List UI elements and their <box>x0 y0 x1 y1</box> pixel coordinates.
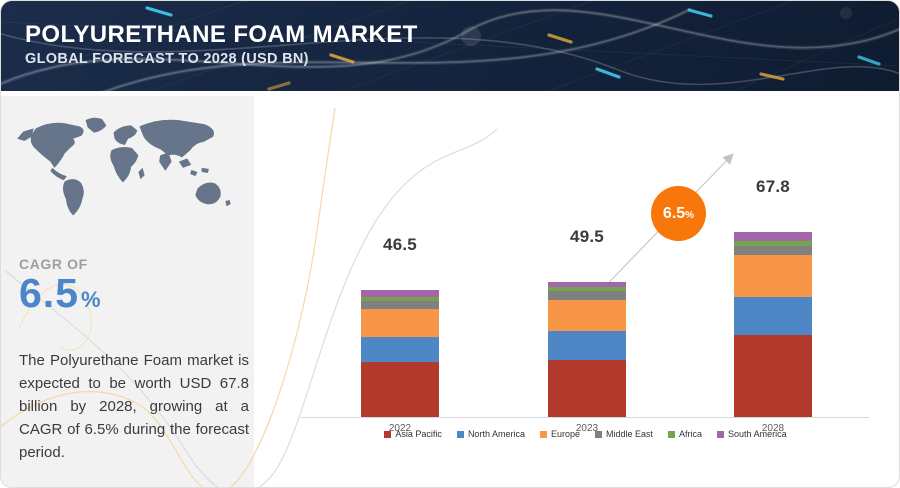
bar-segment-asia-pacific <box>548 359 626 417</box>
callout-percent-sign: % <box>685 209 695 221</box>
bar-segment-north-america <box>361 336 439 363</box>
bar-segment-europe <box>734 254 812 297</box>
bar-total-label-2023: 49.5 <box>570 226 604 246</box>
stacked-bar-2028 <box>734 232 812 417</box>
bar-segment-middle-east <box>734 245 812 255</box>
legend-item-africa: Africa <box>668 429 702 439</box>
bar-segment-asia-pacific <box>734 335 812 417</box>
page-title: POLYURETHANE FOAM MARKET <box>25 21 418 48</box>
legend-label-africa: Africa <box>679 429 703 439</box>
bar-total-label-2022: 46.5 <box>383 235 417 254</box>
bar-segment-middle-east <box>548 291 626 300</box>
x-axis-line <box>301 417 869 418</box>
stacked-bar-2022 <box>361 290 439 417</box>
legend-label-north-america: North America <box>467 429 525 439</box>
legend-item-north-america: North America <box>456 429 525 439</box>
legend-item-middle-east: Middle East <box>595 429 653 439</box>
header-banner: POLYURETHANE FOAM MARKET GLOBAL FORECAST… <box>1 1 899 91</box>
bar-segment-europe <box>548 299 626 331</box>
legend-label-south-america: South America <box>728 429 787 439</box>
callout-value: 6.5 <box>662 204 686 222</box>
bar-segment-north-america <box>734 296 812 336</box>
legend-label-europe: Europe <box>550 429 580 439</box>
cagr-value-group: 6.5 % <box>19 273 101 314</box>
bar-segment-africa <box>734 240 812 246</box>
cagr-callout-badge: 6.5 % <box>651 186 706 241</box>
content-area: CAGR OF 6.5 % The Polyurethane Foam mark… <box>1 96 899 487</box>
legend-label-middle-east: Middle East <box>606 429 654 439</box>
bar-segment-middle-east <box>361 301 439 310</box>
bar-segment-europe <box>361 309 439 337</box>
page-subtitle: GLOBAL FORECAST TO 2028 (USD BN) <box>25 51 309 68</box>
legend-swatch-europe <box>539 430 547 438</box>
stacked-bar-2023 <box>548 281 626 417</box>
x-axis-label-2023: 2023 <box>575 423 599 434</box>
legend-item-europe: Europe <box>539 429 580 439</box>
bar-chart: 6.5 % Asia Pacific North America Europe Mid… <box>254 96 899 487</box>
sidebar-panel: CAGR OF 6.5 % The Polyurethane Foam mark… <box>1 96 254 487</box>
legend-swatch-middle-east <box>595 430 602 438</box>
legend-item-south-america: South America <box>717 429 787 439</box>
x-axis-label-2022: 2022 <box>388 423 412 434</box>
bar-segment-south-america <box>361 290 439 297</box>
cagr-value: 6.5 <box>19 270 79 316</box>
bar-segment-asia-pacific <box>361 362 439 417</box>
x-axis-label-2028: 2028 <box>761 423 785 434</box>
legend-swatch-north-america <box>456 430 464 438</box>
bar-total-label-2028: 67.8 <box>756 176 790 196</box>
legend-swatch-africa <box>668 430 676 438</box>
market-description: The Polyurethane Foam market is expected… <box>19 352 249 461</box>
legend-swatch-south-america <box>717 430 725 438</box>
cagr-percent-sign: % <box>81 287 101 312</box>
world-map <box>17 117 231 216</box>
bar-segment-south-america <box>548 281 626 288</box>
bar-segment-south-america <box>734 232 812 241</box>
bar-segment-africa <box>548 287 626 292</box>
bar-segment-north-america <box>548 330 626 360</box>
